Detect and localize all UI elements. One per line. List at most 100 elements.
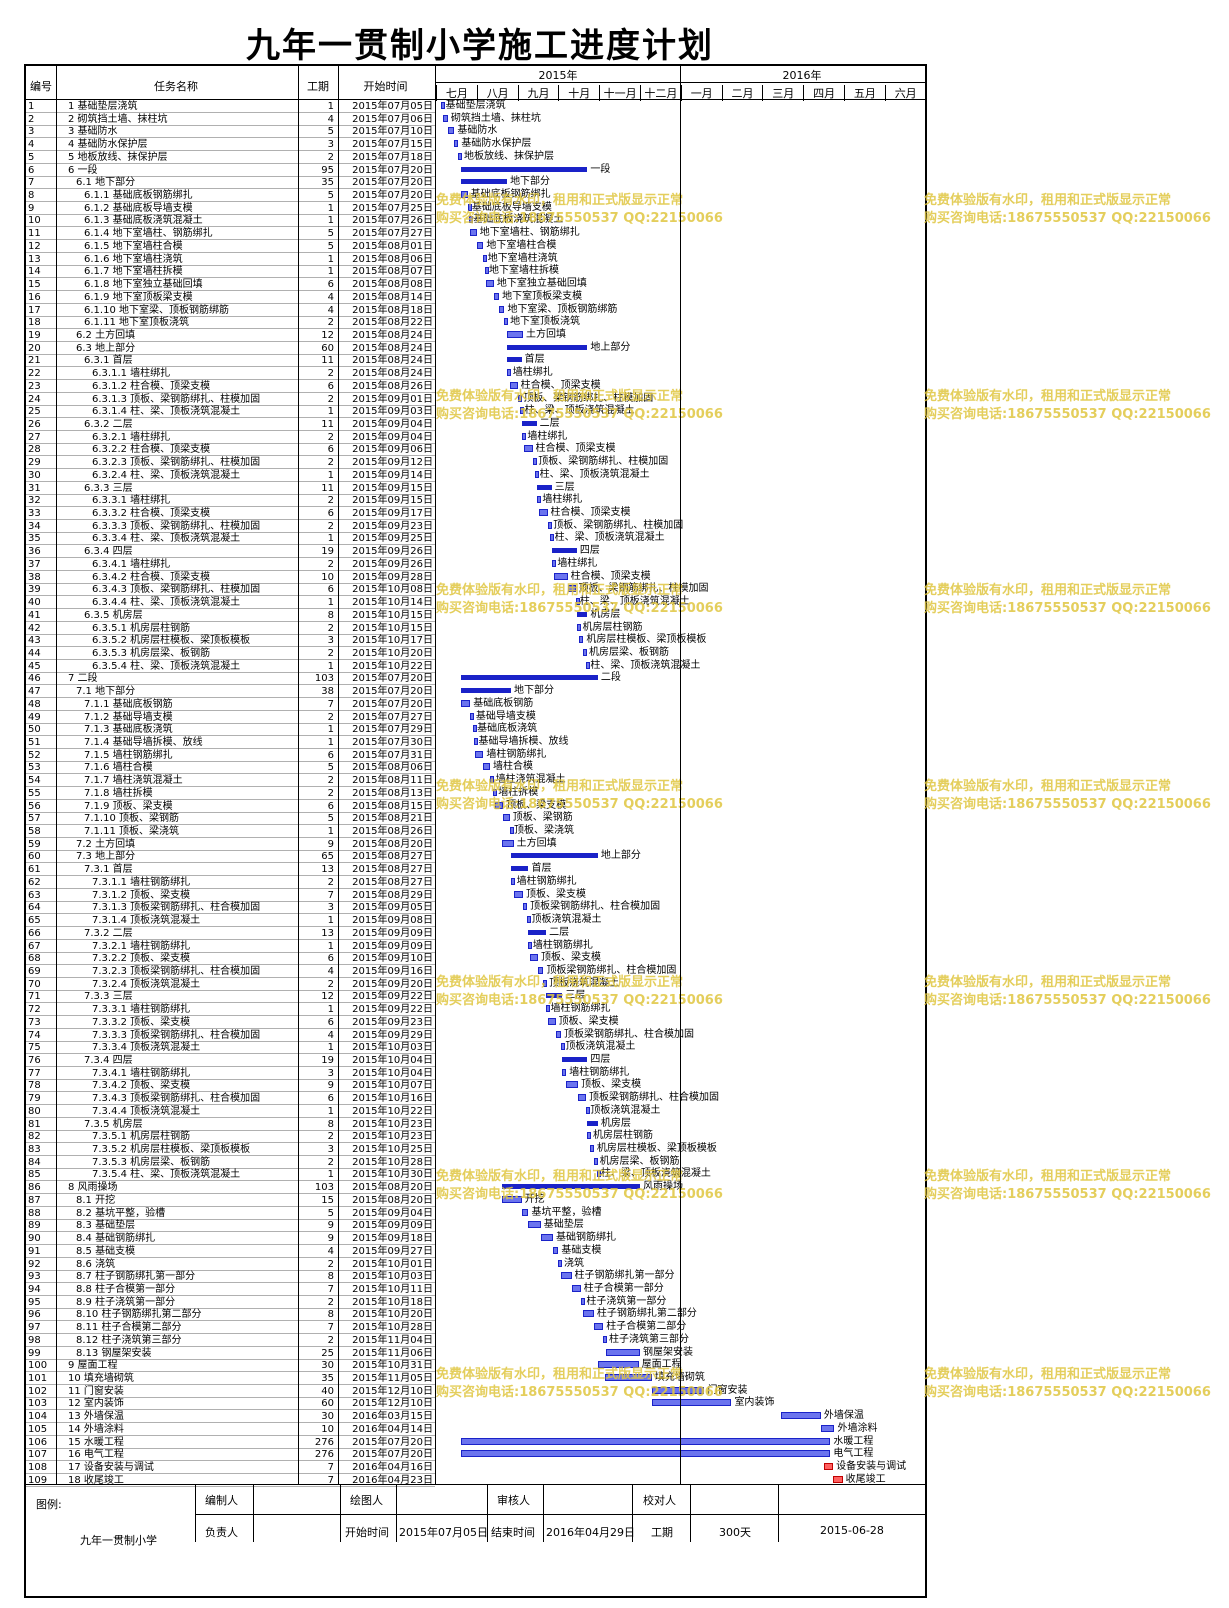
task-id: 49: [28, 711, 41, 723]
task-duration: 2: [327, 431, 334, 443]
bar-label: 柱、梁、顶板浇筑混凝土: [600, 1168, 711, 1180]
task-id: 31: [28, 482, 41, 494]
task-name: 8.1 开挖: [76, 1194, 116, 1206]
task-name: 6.3.1.1 墙柱绑扎: [92, 368, 171, 380]
task-name: 7.3.2.1 墙柱钢筋绑扎: [92, 940, 191, 952]
task-duration: 1: [327, 1042, 334, 1054]
task-id: 93: [28, 1271, 41, 1283]
table-row: 98 8.12 柱子浇筑第三部分 2 2015年11月04日: [26, 1334, 435, 1347]
table-row: 33 6.3.3.2 柱合模、顶梁支模 6 2015年09月17日: [26, 507, 435, 521]
table-row: 85 7.3.5.4 柱、梁、顶板浇筑混凝土 1 2015年10月30日: [26, 1168, 435, 1182]
bar-label: 顶板、梁钢筋绑扎、柱模加固: [578, 583, 709, 595]
task-duration: 2: [327, 1258, 334, 1270]
footer-checker: 校对人: [643, 1494, 676, 1507]
task-id: 57: [28, 813, 41, 825]
table-row: 97 8.11 柱子合模第二部分 7 2015年10月28日: [26, 1321, 435, 1335]
watermark-text: 免费体验版有水印，租用和正式版显示正常 购买咨询电话:18675550537 QQ…: [924, 1367, 1211, 1400]
task-name: 6.1.1 基础底板钢筋绑扎: [84, 190, 193, 202]
task-name: 7.3.1.1 墙柱钢筋绑扎: [92, 876, 191, 888]
bar-label: 地板放线、抹保护层: [464, 150, 554, 162]
task-start: 2015年09月14日: [352, 469, 433, 481]
task-duration: 2: [327, 558, 334, 570]
task-name: 6.3.5 机房层: [84, 609, 143, 621]
task-start: 2015年08月15日: [352, 800, 433, 812]
task-bar: [527, 916, 532, 924]
table-row: 11 6.1.4 地下室墙柱、钢筋绑扎 5 2015年07月27日: [26, 227, 435, 241]
task-bar: [507, 369, 512, 377]
task-name: 7.3.4.1 墙柱钢筋绑扎: [92, 1067, 191, 1079]
task-name: 7.3.1 首层: [84, 864, 133, 876]
task-name: 6.1.2 基础底板导墙支模: [84, 202, 193, 214]
task-id: 56: [28, 800, 41, 812]
bar-label: 地下室墙柱合模: [486, 239, 557, 251]
task-id: 10: [28, 215, 41, 227]
task-id: 47: [28, 686, 41, 698]
bar-label: 地下室独立基础回填: [496, 278, 587, 290]
table-row: 102 11 门窗安装 40 2015年12月10日: [26, 1385, 435, 1398]
task-start: 2015年09月05日: [352, 902, 433, 914]
table-row: 71 7.3.3 三层 12 2015年09月22日: [26, 990, 435, 1004]
task-start: 2015年08月27日: [352, 851, 433, 863]
summary-bar: [536, 484, 552, 490]
table-row: 28 6.3.2.2 柱合模、顶梁支模 6 2015年09月06日: [26, 443, 435, 457]
task-bar: [536, 496, 541, 504]
table-row: 73 7.3.3.2 顶板、梁支模 6 2015年09月23日: [26, 1016, 435, 1029]
bar-label: 顶板、梁钢筋绑扎、柱模加固: [553, 519, 684, 531]
bar-label: 墙柱绑扎: [527, 430, 568, 442]
bar-label: 土方回填: [516, 837, 557, 849]
task-duration: 2: [327, 317, 334, 329]
bar-label: 开挖: [524, 1193, 545, 1205]
bar-label: 收尾竣工: [845, 1473, 886, 1485]
task-start: 2015年08月08日: [352, 279, 433, 291]
task-start: 2015年08月24日: [352, 342, 433, 354]
task-start: 2015年09月09日: [352, 927, 433, 939]
table-row: 58 7.1.11 顶板、梁浇筑 1 2015年08月26日: [26, 825, 435, 839]
task-id: 35: [28, 533, 41, 545]
month-10: 四月: [803, 85, 844, 101]
task-id: 21: [28, 355, 41, 367]
footer-drawer: 绘图人: [350, 1494, 383, 1507]
task-bar: [833, 1475, 843, 1483]
task-duration: 7: [327, 1474, 334, 1486]
table-row: 66 7.3.2 二层 13 2015年09月09日: [26, 927, 435, 940]
task-id: 75: [28, 1042, 41, 1054]
task-start: 2015年10月11日: [352, 1283, 433, 1295]
task-bar: [583, 648, 588, 656]
task-name: 8.4 基础钢筋绑扎: [76, 1233, 156, 1245]
task-id: 98: [28, 1334, 41, 1346]
task-name: 6.3.3.4 柱、梁、顶板浇筑混凝土: [92, 533, 241, 545]
task-bar: [543, 979, 548, 987]
table-row: 17 6.1.10 地下室梁、顶板钢筋绑筋 4 2015年08月18日: [26, 304, 435, 317]
task-duration: 8: [327, 1118, 334, 1130]
task-duration: 1: [327, 915, 334, 927]
task-start: 2015年08月11日: [352, 775, 433, 787]
task-duration: 6: [327, 380, 334, 392]
table-row: 81 7.3.5 机房层 8 2015年10月23日: [26, 1118, 435, 1131]
task-id: 81: [28, 1118, 41, 1130]
summary-bar: [507, 344, 588, 350]
task-bar: [651, 1386, 705, 1394]
task-id: 77: [28, 1067, 41, 1079]
task-duration: 1: [327, 724, 334, 736]
bar-label: 柱、梁、顶板浇筑混凝土: [590, 659, 701, 671]
task-id: 61: [28, 864, 41, 876]
month-8: 二月: [721, 85, 763, 101]
task-duration: 11: [321, 419, 334, 430]
task-duration: 4: [327, 113, 334, 125]
table-row: 93 8.7 柱子钢筋绑扎第一部分 8 2015年10月03日: [26, 1270, 435, 1284]
task-name: 6.3.1.3 顶板、梁钢筋绑扎、柱模加固: [92, 393, 261, 405]
task-bar: [604, 1374, 652, 1381]
table-row: 5 5 地板放线、抹保护层 2 2015年07月18日: [26, 151, 435, 164]
task-start: 2015年09月29日: [352, 1029, 433, 1041]
bar-label: 墙柱浇筑混凝土: [495, 774, 566, 786]
task-id: 6: [28, 164, 35, 176]
task-start: 2015年09月26日: [352, 558, 433, 570]
task-start: 2015年10月20日: [352, 1309, 433, 1321]
bar-label: 基础防水: [457, 125, 498, 137]
table-row: 56 7.1.9 顶板、梁支模 6 2015年08月15日: [26, 800, 435, 813]
task-bar: [521, 432, 526, 440]
task-start: 2015年07月05日: [352, 101, 433, 112]
task-duration: 12: [321, 991, 334, 1003]
task-duration: 2: [327, 787, 334, 799]
task-name: 8.5 基础支模: [76, 1245, 136, 1257]
